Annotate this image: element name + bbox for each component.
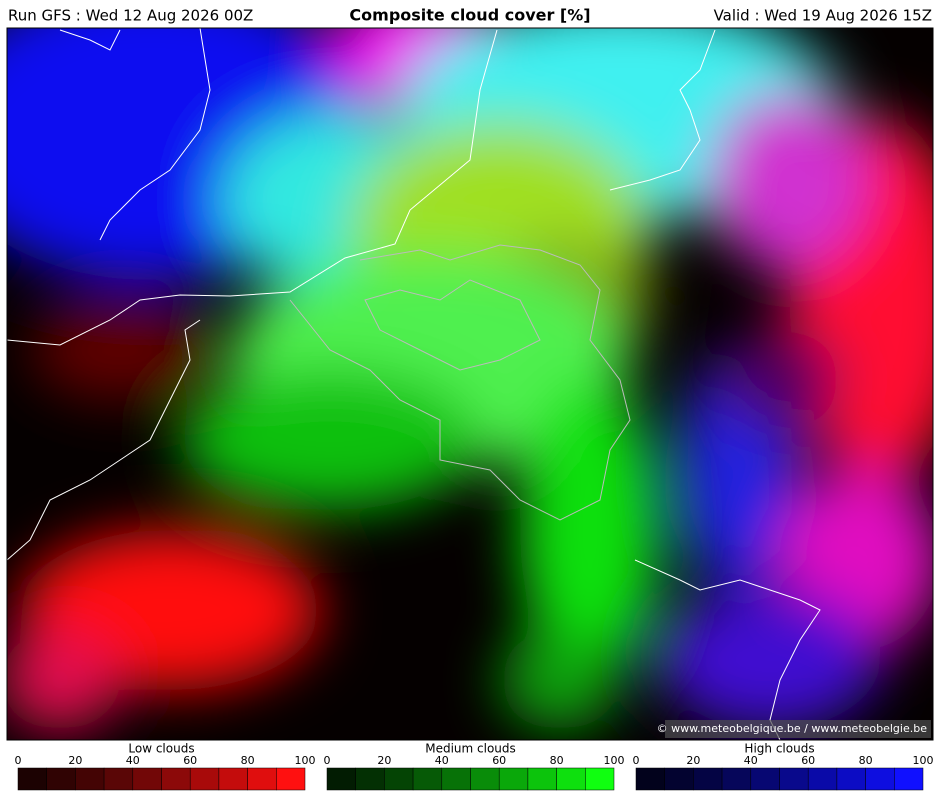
legend-tick-label: 60 — [183, 754, 197, 767]
legend-tick-label: 20 — [377, 754, 391, 767]
map: © www.meteobelgique.be / www.meteobelgie… — [7, 28, 933, 740]
legend-swatch — [865, 767, 895, 791]
legend-swatch — [807, 767, 838, 791]
legend-swatch — [384, 767, 414, 791]
legend-swatch — [161, 767, 191, 791]
legend-swatch — [585, 767, 615, 791]
legend-tick-label: 80 — [241, 754, 255, 767]
legend-tick-label: 40 — [435, 754, 449, 767]
map-title: Composite cloud cover [%] — [349, 6, 590, 25]
legend-swatch — [75, 767, 105, 791]
legend-swatch — [247, 767, 277, 791]
legend-swatch — [218, 767, 248, 791]
legend-swatch — [276, 767, 306, 791]
legend-swatch — [779, 767, 809, 791]
legend-tick-label: 80 — [859, 754, 873, 767]
legend-swatch — [470, 767, 500, 791]
legend-tick-label: 20 — [686, 754, 700, 767]
legend-tick-label: 80 — [550, 754, 564, 767]
legend-swatch — [355, 767, 385, 791]
legend-swatch — [326, 767, 356, 791]
legend-title: Low clouds — [128, 742, 194, 756]
legend-tick-label: 0 — [15, 754, 22, 767]
legend-tick-label: 100 — [913, 754, 934, 767]
copyright: © www.meteobelgique.be / www.meteobelgie… — [657, 722, 928, 735]
legend-swatch — [894, 767, 924, 791]
legend-tick-label: 60 — [801, 754, 815, 767]
valid-label: Valid : Wed 19 Aug 2026 15Z — [714, 7, 932, 25]
legend-swatch — [836, 767, 866, 791]
legend-title: Medium clouds — [425, 742, 516, 756]
legend-tick-label: 60 — [492, 754, 506, 767]
run-label: Run GFS : Wed 12 Aug 2026 00Z — [8, 7, 253, 25]
legend-swatch — [721, 767, 752, 791]
legend-tick-label: 100 — [295, 754, 316, 767]
legend-swatch — [132, 767, 162, 791]
legend-swatch — [556, 767, 586, 791]
legend-swatch — [441, 767, 471, 791]
legend-tick-label: 100 — [604, 754, 625, 767]
legend-swatch — [664, 767, 694, 791]
legend-swatch — [635, 767, 665, 791]
legend-swatch — [693, 767, 723, 791]
legend-swatch — [498, 767, 529, 791]
legend-swatch — [412, 767, 443, 791]
legend-swatch — [750, 767, 780, 791]
legend-swatch — [189, 767, 220, 791]
legend-tick-label: 40 — [126, 754, 140, 767]
legends: Low clouds 0 20 40 60 80 100 Medium clouds 0 20 40… — [15, 742, 934, 791]
legend-swatch — [46, 767, 76, 791]
legend-tick-label: 40 — [744, 754, 758, 767]
legend-tick-label: 20 — [68, 754, 82, 767]
legend-tick-label: 0 — [633, 754, 640, 767]
legend-swatch — [527, 767, 557, 791]
legend-swatch — [17, 767, 47, 791]
legend-swatch — [103, 767, 134, 791]
legend-tick-label: 0 — [324, 754, 331, 767]
legend-title: High clouds — [744, 742, 814, 756]
